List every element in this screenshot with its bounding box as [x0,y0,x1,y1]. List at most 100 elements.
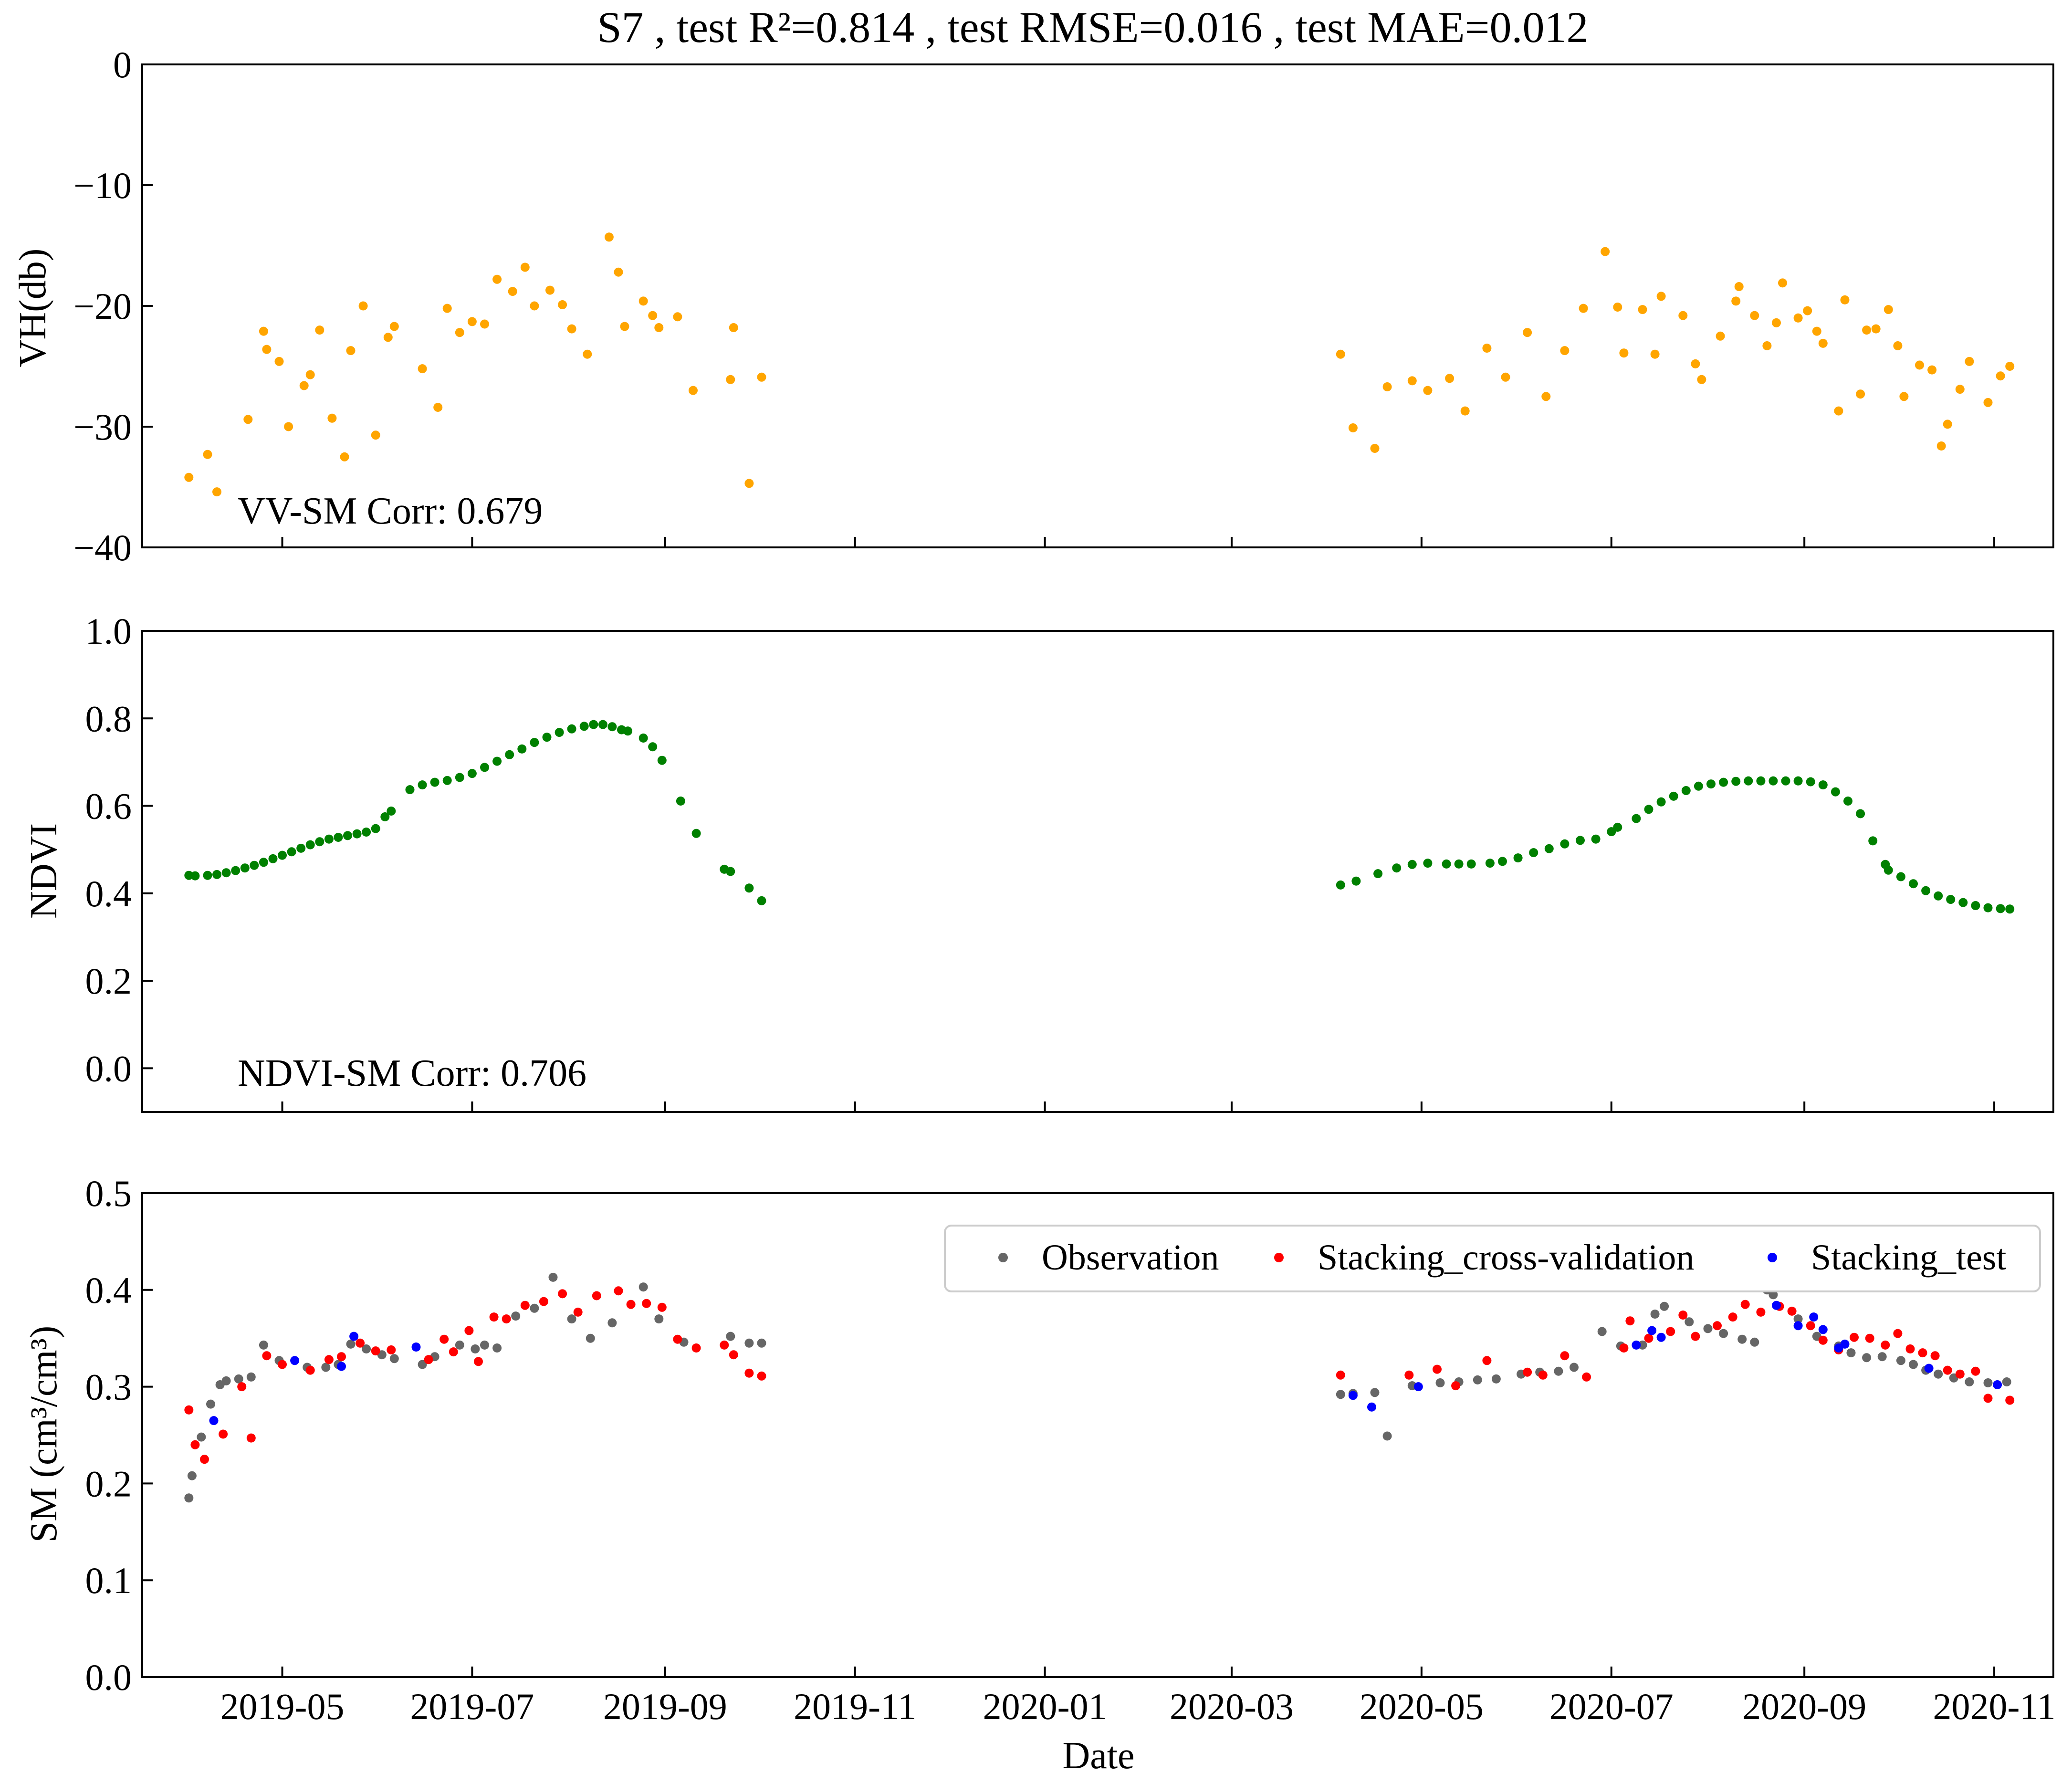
observation-point [234,1374,243,1384]
cross-validation-point [1930,1351,1940,1361]
y-tick-label: −20 [73,285,132,327]
ndvi-point [1719,777,1728,787]
vv-sm-correlation-annotation: VV-SM Corr: 0.679 [238,490,543,532]
ndvi-point [1769,776,1778,786]
vh-point [1523,328,1532,337]
ndvi-point [691,829,701,838]
vh-point [1579,304,1588,313]
sm-panel: 0.5 0.4 0.3 0.2 0.1 0.0 2019-05 2019-07 2019-09 2… [85,1173,2056,1727]
ndvi-point [1694,781,1703,791]
vh-point [442,304,452,313]
ndvi-point [380,812,390,821]
observation-point [480,1340,489,1350]
observation-point [197,1432,206,1442]
observation-point [246,1372,256,1382]
cross-validation-point [371,1346,380,1356]
ndvi-point [1656,797,1666,807]
ndvi-point [1793,776,1803,786]
vh-point [1762,341,1772,350]
cross-validation-point [1560,1351,1570,1361]
ndvi-point [1392,863,1402,873]
observation-point [530,1303,539,1313]
ndvi-panel: 1.0 0.8 0.6 0.4 0.2 0.0 [85,610,2054,1113]
ndvi-point [589,720,598,729]
ndvi-point [268,854,278,863]
ndvi-point [430,777,440,787]
ndvi-point [505,750,514,759]
cross-validation-point [691,1343,701,1353]
ndvi-point [352,829,362,839]
vh-point [1943,420,1952,429]
y-axis-label-ndvi: NDVI [23,823,65,919]
vh-point [673,312,682,322]
observation-point [638,1282,648,1292]
observation-point [1435,1378,1445,1387]
ndvi-point [1884,865,1893,875]
cross-validation-point [1691,1332,1700,1341]
cross-validation-point [262,1351,272,1361]
cross-validation-point [1713,1321,1722,1331]
ndvi-point [362,828,371,837]
test-point [1413,1382,1423,1392]
cross-validation-point [1806,1321,1815,1331]
ndvi-point [324,834,334,844]
vh-point [757,372,766,382]
y-tick-label: 0.8 [85,698,132,739]
observation-point [654,1314,664,1324]
ndvi-point [1336,880,1345,890]
ndvi-point [1560,839,1570,849]
y-tick-label: −10 [73,165,132,206]
ndvi-point [1591,834,1601,844]
cross-validation-point [1918,1348,1927,1358]
observation-point [184,1493,194,1503]
vh-point [1678,311,1688,320]
observation-point [1473,1375,1482,1384]
vh-point [1955,385,1965,394]
ndvi-point [657,755,667,765]
y-tick-label: 0.4 [85,1269,132,1311]
x-tick-label: 2020-07 [1549,1686,1674,1727]
vh-point [383,333,393,342]
cross-validation-point [200,1455,209,1464]
ndvi-point [296,843,306,853]
cross-validation-point [1523,1367,1532,1377]
cross-validation-point [573,1307,583,1317]
vh-point [418,364,427,374]
y-tick-label: 0.0 [85,1657,132,1698]
cross-validation-point [1678,1311,1688,1320]
ndvi-point [231,866,241,875]
cross-validation-point [673,1334,682,1344]
vh-point [1893,341,1903,350]
cross-validation-point [324,1355,334,1364]
cross-validation-point [626,1300,636,1309]
cross-validation-point [558,1289,567,1299]
ndvi-point [1644,805,1653,814]
test-point [1924,1363,1934,1373]
ndvi-point [1806,777,1815,787]
cross-validation-point [474,1357,483,1366]
ndvi-point [1373,869,1383,879]
y-tick-label: 0.2 [85,1463,132,1504]
vh-point [1812,326,1821,336]
y-tick-label: −30 [73,406,132,448]
y-tick-label: −40 [73,527,132,568]
y-tick-label: 0.1 [85,1560,132,1601]
observation-point [1597,1327,1607,1336]
cross-validation-point [539,1297,548,1306]
y-tick-label: 0.3 [85,1366,132,1408]
cross-validation-point [657,1302,667,1312]
test-point [1840,1339,1850,1349]
cross-validation-point [1644,1333,1653,1343]
test-point [1348,1391,1358,1400]
observation-point [1685,1317,1694,1327]
y-tick-label: 0 [113,44,132,85]
cross-validation-point [1818,1335,1828,1345]
cross-validation-point [1893,1329,1903,1338]
vh-point [284,422,293,431]
test-point [337,1362,346,1371]
cross-validation-point [1865,1333,1874,1343]
ndvi-point [1529,848,1538,858]
test-point [349,1332,359,1341]
vh-point [2005,362,2015,371]
